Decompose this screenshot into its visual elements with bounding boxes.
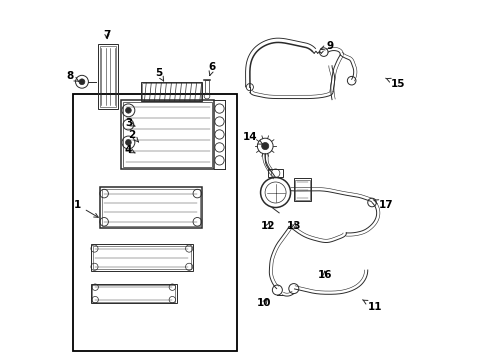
- Text: 2: 2: [128, 130, 138, 142]
- Circle shape: [125, 108, 131, 113]
- Text: 7: 7: [103, 30, 110, 40]
- Text: 4: 4: [124, 145, 135, 155]
- Bar: [98, 44, 118, 109]
- Bar: [92, 285, 175, 302]
- Bar: [102, 189, 200, 226]
- Bar: [123, 102, 212, 167]
- Bar: [142, 83, 200, 100]
- Bar: [91, 244, 192, 271]
- Bar: [141, 82, 201, 102]
- Text: 5: 5: [155, 68, 163, 81]
- Bar: [100, 46, 116, 107]
- Text: 16: 16: [317, 270, 331, 280]
- Bar: [205, 80, 208, 94]
- Text: 8: 8: [66, 71, 79, 81]
- Text: 14: 14: [242, 132, 262, 144]
- Bar: [73, 94, 237, 351]
- Text: 15: 15: [385, 78, 405, 89]
- Bar: [91, 284, 176, 303]
- Circle shape: [261, 143, 268, 150]
- Text: 10: 10: [256, 298, 271, 308]
- Bar: [93, 246, 190, 269]
- Text: 3: 3: [124, 118, 135, 128]
- Circle shape: [79, 79, 85, 85]
- Bar: [268, 168, 282, 177]
- Text: 6: 6: [208, 63, 216, 76]
- Text: 9: 9: [320, 41, 333, 51]
- Text: 17: 17: [372, 200, 392, 210]
- Bar: [295, 180, 309, 200]
- Bar: [100, 187, 201, 228]
- Bar: [293, 178, 310, 202]
- Text: 1: 1: [74, 200, 98, 217]
- Bar: [121, 100, 214, 169]
- Text: 11: 11: [362, 300, 382, 312]
- Text: 13: 13: [286, 221, 301, 231]
- Text: 12: 12: [260, 221, 274, 231]
- Circle shape: [125, 140, 131, 145]
